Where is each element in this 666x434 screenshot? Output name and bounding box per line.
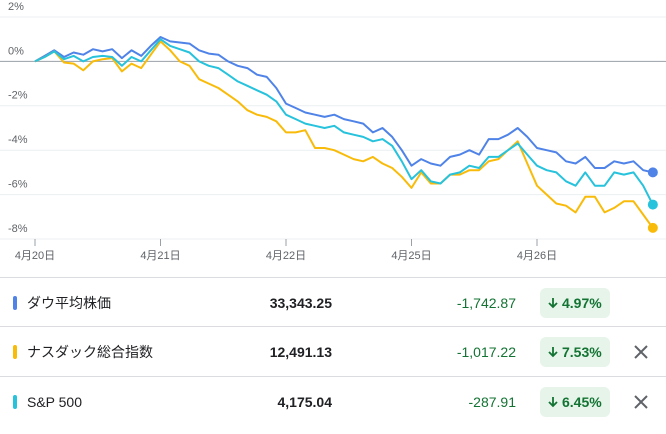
y-tick-label: -6%: [8, 179, 28, 191]
percent: 4.97%: [562, 294, 602, 311]
down-arrow: [548, 346, 558, 357]
table-row: ダウ平均株価 33,343.25 -1,742.87 4.97%: [0, 277, 666, 327]
x-tick-label: 4月21日: [140, 250, 180, 262]
x-tick-label: 4月20日: [15, 250, 55, 262]
x-tick-label: 4月25日: [391, 250, 431, 262]
series-line: [34, 40, 654, 229]
close-icon: [634, 344, 648, 359]
y-tick-label: -2%: [8, 90, 28, 102]
percent-badge: 6.45%: [540, 386, 610, 417]
y-tick-label: -8%: [8, 223, 28, 235]
down-arrow: [548, 396, 558, 407]
change: -1,017.22: [456, 343, 516, 360]
y-tick-label: -4%: [8, 134, 28, 146]
percent: 7.53%: [562, 343, 602, 360]
remove-button[interactable]: [632, 343, 650, 361]
y-tick-label: 0%: [8, 45, 24, 57]
end-dot: [647, 222, 658, 233]
price: 12,491.13: [269, 343, 332, 360]
percent-badge: 4.97%: [540, 287, 610, 318]
price: 4,175.04: [277, 393, 333, 410]
close-icon: [634, 394, 648, 409]
index-name: S&P 500: [27, 393, 83, 410]
end-dot: [647, 167, 658, 178]
x-tick-label: 4月26日: [517, 250, 557, 262]
color-swatch: [13, 295, 17, 310]
y-tick-label: 2%: [8, 1, 24, 13]
percent-badge: 7.53%: [540, 336, 610, 367]
chart: 2% 0% -2% -4% -6% -8% 4月20日 4月21日 4月22日 4月25日 4月26…: [0, 1, 666, 262]
index-name: ナスダック総合指数: [27, 343, 153, 360]
series-line: [34, 38, 654, 206]
color-swatch: [13, 344, 17, 359]
series-line: [34, 36, 654, 174]
remove-button[interactable]: [632, 393, 650, 411]
table-row: S&P 500 4,175.04 -287.91 6.45%: [0, 376, 666, 426]
down-arrow: [548, 297, 558, 308]
price: 33,343.25: [269, 294, 332, 311]
end-dot: [647, 199, 658, 210]
index-name: ダウ平均株価: [27, 294, 111, 311]
change: -287.91: [468, 393, 516, 410]
color-swatch: [13, 394, 17, 409]
x-tick-label: 4月22日: [266, 250, 306, 262]
change: -1,742.87: [456, 294, 516, 311]
table-row: ナスダック総合指数 12,491.13 -1,017.22 7.53%: [0, 326, 666, 376]
percent: 6.45%: [562, 393, 602, 410]
